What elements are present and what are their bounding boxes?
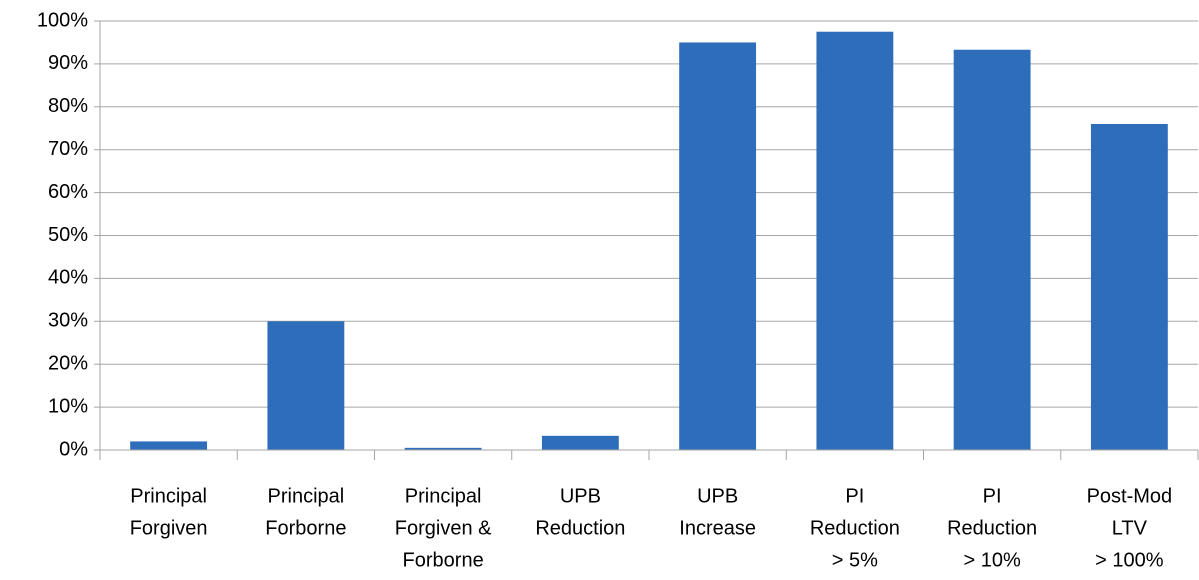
y-tick-label: 40% — [48, 267, 88, 289]
x-tick-label: UPB — [697, 485, 738, 507]
bar — [267, 321, 345, 450]
y-tick-label: 100% — [37, 9, 88, 31]
bar — [1090, 123, 1168, 451]
x-tick-label: Forborne — [265, 517, 346, 539]
bar — [679, 42, 757, 450]
bar — [816, 31, 894, 450]
x-tick-label: Forgiven — [130, 517, 208, 539]
x-tick-label: Post-Mod — [1087, 485, 1173, 507]
x-tick-label: Increase — [679, 517, 756, 539]
x-tick-label: Principal — [130, 485, 207, 507]
bar — [404, 447, 482, 450]
bar — [953, 49, 1031, 450]
y-tick-label: 0% — [59, 438, 88, 460]
x-tick-label: Forborne — [403, 549, 484, 571]
x-tick-label: Reduction — [810, 517, 900, 539]
x-tick-label: > 100% — [1095, 549, 1164, 571]
bar — [130, 441, 208, 450]
y-tick-label: 20% — [48, 352, 88, 374]
y-tick-label: 30% — [48, 310, 88, 332]
x-tick-label: Principal — [405, 485, 482, 507]
y-tick-label: 80% — [48, 95, 88, 117]
x-tick-label: Forgiven & — [395, 517, 492, 539]
x-tick-label: PI — [983, 485, 1002, 507]
x-tick-label: UPB — [560, 485, 601, 507]
x-tick-label: Reduction — [535, 517, 625, 539]
x-tick-label: Reduction — [947, 517, 1037, 539]
x-tick-label: PI — [845, 485, 864, 507]
y-tick-label: 90% — [48, 52, 88, 74]
x-tick-label: > 5% — [832, 549, 878, 571]
x-tick-label: > 10% — [963, 549, 1020, 571]
x-tick-label: LTV — [1112, 517, 1148, 539]
y-tick-label: 10% — [48, 395, 88, 417]
bar — [541, 435, 619, 450]
x-tick-label: Principal — [268, 485, 345, 507]
y-tick-label: 50% — [48, 224, 88, 246]
y-tick-label: 60% — [48, 181, 88, 203]
y-tick-label: 70% — [48, 138, 88, 160]
